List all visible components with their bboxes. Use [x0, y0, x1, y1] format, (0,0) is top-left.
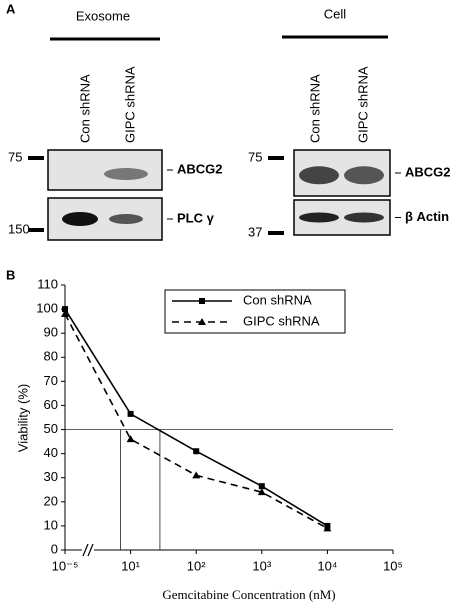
lane-label: GIPC shRNA	[355, 66, 370, 143]
panel-label: B	[6, 267, 15, 282]
band	[299, 212, 339, 223]
y-axis-label: Viability (%)	[15, 384, 30, 452]
y-tick-label: 50	[44, 421, 58, 436]
series-line	[64, 308, 328, 527]
band	[109, 214, 143, 224]
lane-label: GIPC shRNA	[122, 66, 137, 143]
mw-marker: 150	[8, 221, 30, 236]
point	[257, 488, 266, 496]
point	[127, 410, 134, 417]
y-tick-label: 110	[37, 276, 58, 291]
protein-label: β Actin	[405, 209, 449, 224]
legend-label: Con shRNA	[243, 292, 312, 307]
y-tick-label: 40	[44, 445, 58, 460]
point	[323, 524, 332, 532]
band	[104, 168, 148, 180]
axis-break	[82, 543, 94, 557]
legend-label: GIPC shRNA	[243, 313, 320, 328]
point	[62, 306, 68, 313]
panel-label: A	[6, 1, 16, 16]
point	[126, 435, 135, 443]
point	[61, 309, 69, 317]
band	[344, 166, 384, 185]
x-tick-label: 10¹	[121, 558, 140, 573]
x-tick-label: 10⁵	[383, 558, 403, 573]
group-title: Cell	[324, 6, 347, 21]
band	[299, 166, 339, 185]
x-axis-label: Gemcitabine Concentration (nM)	[162, 587, 335, 602]
legend-box	[164, 289, 346, 334]
point	[258, 483, 265, 490]
legend-marker	[199, 298, 205, 304]
mw-marker: 37	[248, 224, 262, 239]
y-tick-label: 100	[36, 301, 58, 316]
point	[193, 448, 200, 455]
y-tick-label: 90	[44, 325, 58, 340]
lane-label: Con shRNA	[307, 74, 322, 143]
protein-label: PLC γ	[177, 210, 215, 225]
point	[192, 471, 201, 479]
x-tick-label: 10⁴	[317, 558, 337, 573]
legend-marker	[198, 318, 206, 325]
x-tick-label: 10²	[187, 558, 206, 573]
series-line	[64, 313, 328, 530]
mw-marker: 75	[8, 149, 22, 164]
blot	[47, 149, 163, 191]
lane-label: Con shRNA	[77, 74, 92, 143]
y-tick-label: 20	[44, 493, 58, 508]
y-tick-label: 10	[44, 517, 58, 532]
band	[344, 212, 384, 223]
y-tick-label: 30	[44, 469, 58, 484]
y-tick-label: 80	[44, 349, 58, 364]
protein-label: ABCG2	[177, 161, 223, 176]
y-tick-label: 0	[51, 541, 58, 556]
y-tick-label: 70	[44, 373, 58, 388]
mw-marker: 75	[248, 149, 262, 164]
x-tick-label: 10⁻⁵	[52, 558, 79, 573]
group-title: Exosome	[76, 8, 130, 23]
x-tick-label: 10³	[252, 558, 271, 573]
band	[62, 212, 98, 226]
protein-label: ABCG2	[405, 164, 451, 179]
y-tick-label: 60	[44, 397, 58, 412]
